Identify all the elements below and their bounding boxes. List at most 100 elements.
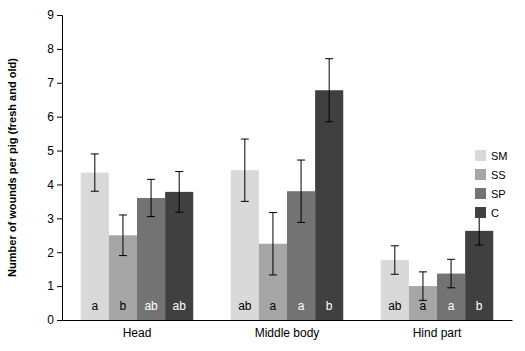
error-bar xyxy=(297,160,305,222)
bar xyxy=(315,90,343,320)
error-bar-cap xyxy=(269,274,277,275)
letters: aababbaaabaaabbb xyxy=(91,299,482,313)
significance-letter: ab xyxy=(144,299,158,313)
error-bar-cap xyxy=(325,58,333,59)
x-tick: Head xyxy=(123,320,152,340)
y-tick-label: 8 xyxy=(47,42,54,56)
error-bar-stem xyxy=(179,172,180,213)
y-tick-mark xyxy=(57,151,62,152)
legend-swatch xyxy=(475,207,486,218)
y-tick-mark xyxy=(57,83,62,84)
bar xyxy=(137,198,165,320)
error-bar xyxy=(241,139,249,201)
x-axis: Head Middle body Hind part xyxy=(63,320,513,340)
significance-letter: a xyxy=(448,299,455,313)
y-tick: 3 xyxy=(47,212,62,226)
error-bar-cap xyxy=(447,287,455,288)
significance-letter: a xyxy=(298,299,305,313)
x-axis-line xyxy=(63,320,513,321)
y-tick-label: 7 xyxy=(47,76,54,90)
error-bar xyxy=(447,259,455,287)
significance-letter: b xyxy=(476,299,483,313)
significance-letter: ab xyxy=(238,299,252,313)
error-bar xyxy=(269,213,277,275)
error-bar-cap xyxy=(119,214,127,215)
y-axis: 0123456789 xyxy=(47,8,62,327)
error-bar-cap xyxy=(447,259,455,260)
significance-letter: b xyxy=(326,299,333,313)
error-bar xyxy=(91,154,99,191)
error-bar-stem xyxy=(479,217,480,245)
y-tick-label: 5 xyxy=(47,144,54,158)
error-bar-stem xyxy=(122,215,123,256)
y-tick: 5 xyxy=(47,144,62,158)
error-bar-stem xyxy=(301,160,302,222)
legend-item: SS xyxy=(475,169,506,181)
significance-letter: a xyxy=(420,299,427,313)
plot: aababbaaabaaabbb0123456789HeadMiddle bod… xyxy=(47,8,512,339)
error-bar-stem xyxy=(151,179,152,216)
x-tick-label: Head xyxy=(123,326,152,340)
legend-swatch xyxy=(475,188,486,199)
x-tick-label: Hind part xyxy=(413,326,462,340)
error-bar-stem xyxy=(451,259,452,287)
chart: aababbaaabaaabbb0123456789HeadMiddle bod… xyxy=(0,0,525,351)
y-tick-label: 2 xyxy=(47,246,54,260)
significance-letter: a xyxy=(91,299,98,313)
legend-swatch xyxy=(475,169,486,180)
error-bar xyxy=(419,272,427,300)
y-tick-mark xyxy=(57,117,62,118)
y-tick-mark xyxy=(57,252,62,253)
error-bar xyxy=(147,179,155,216)
y-tick-mark xyxy=(57,15,62,16)
y-tick: 2 xyxy=(47,246,62,260)
y-tick: 6 xyxy=(47,110,62,124)
error-bar-cap xyxy=(241,201,249,202)
error-bar-cap xyxy=(91,153,99,154)
error-bar-cap xyxy=(269,212,277,213)
y-tick: 7 xyxy=(47,76,62,90)
error-bar-cap xyxy=(175,171,183,172)
legend-item: C xyxy=(475,207,499,219)
y-tick: 4 xyxy=(47,178,62,192)
error-bar-stem xyxy=(422,272,423,300)
y-tick: 1 xyxy=(47,279,62,293)
error-bar xyxy=(119,215,127,256)
error-bar-cap xyxy=(147,179,155,180)
legend: SM SS SP C xyxy=(475,150,508,219)
error-bar-stem xyxy=(394,246,395,274)
legend-label: SM xyxy=(491,150,508,162)
error-bar-stem xyxy=(244,139,245,201)
legend-label: SS xyxy=(491,169,506,181)
error-bar-cap xyxy=(175,212,183,213)
error-bar xyxy=(391,246,399,274)
y-tick-mark xyxy=(57,286,62,287)
x-tick: Hind part xyxy=(413,320,462,340)
legend-item: SP xyxy=(475,188,506,200)
series xyxy=(165,59,493,320)
y-tick-mark xyxy=(57,320,62,321)
error-bar-cap xyxy=(297,160,305,161)
x-tick: Middle body xyxy=(255,320,320,340)
y-tick-mark xyxy=(57,184,62,185)
y-tick: 8 xyxy=(47,42,62,56)
error-bar xyxy=(175,172,183,213)
error-bar-cap xyxy=(419,271,427,272)
significance-letter: b xyxy=(120,299,127,313)
series xyxy=(81,139,409,320)
bar xyxy=(81,173,109,320)
error-bar-cap xyxy=(475,245,483,246)
error-bar-cap xyxy=(241,139,249,140)
y-axis-title: Number of wounds per pig (fresh and old) xyxy=(6,58,18,277)
legend-label: C xyxy=(491,207,499,219)
error-bar-cap xyxy=(325,121,333,122)
error-bar-stem xyxy=(272,213,273,275)
x-tick-label: Middle body xyxy=(255,326,320,340)
error-bar-stem xyxy=(329,59,330,122)
y-tick: 0 xyxy=(47,313,62,327)
error-bar-cap xyxy=(147,216,155,217)
series xyxy=(137,160,465,320)
y-tick-mark xyxy=(57,49,62,50)
significance-letter: a xyxy=(270,299,277,313)
error-bar-cap xyxy=(391,245,399,246)
